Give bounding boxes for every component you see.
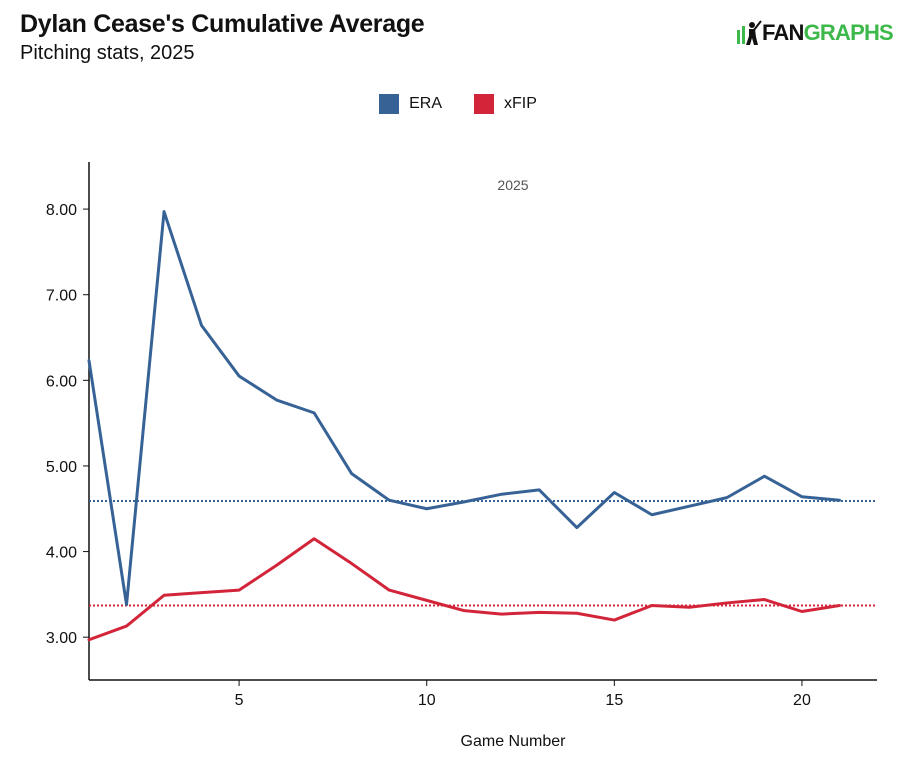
y-tick-label: 7.00 (46, 288, 77, 305)
batter-silhouette-icon (737, 20, 762, 45)
legend-item-era[interactable]: ERA (379, 94, 442, 114)
y-tick-label: 5.00 (46, 459, 77, 476)
logo-text-fan: FAN (762, 20, 804, 45)
series-line-era (87, 210, 841, 607)
chart-subtitle: Pitching stats, 2025 (20, 42, 195, 64)
x-tick-label: 15 (605, 692, 623, 709)
y-tick-label: 3.00 (46, 630, 77, 647)
chart-legend: ERA xFIP (0, 94, 916, 114)
series-line-xfip (87, 537, 841, 642)
y-tick-label: 8.00 (46, 202, 77, 219)
x-tick-label: 5 (235, 692, 244, 709)
y-tick-label: 4.00 (46, 545, 77, 562)
x-tick-label: 20 (793, 692, 811, 709)
year-annotation: 2025 (497, 177, 528, 193)
logo-text-graphs: GRAPHS (803, 20, 894, 45)
y-tick-label: 6.00 (46, 373, 77, 390)
legend-item-xfip[interactable]: xFIP (474, 94, 537, 114)
legend-swatch-xfip (474, 94, 494, 114)
legend-label-era: ERA (409, 95, 442, 112)
legend-swatch-era (379, 94, 400, 114)
fangraphs-logo[interactable]: FAN GRAPHS (734, 20, 894, 46)
legend-label-xfip: xFIP (504, 95, 537, 112)
x-tick-label: 10 (418, 692, 436, 709)
x-axis-label: Game Number (461, 733, 567, 750)
chart-title: Dylan Cease's Cumulative Average (20, 10, 425, 38)
